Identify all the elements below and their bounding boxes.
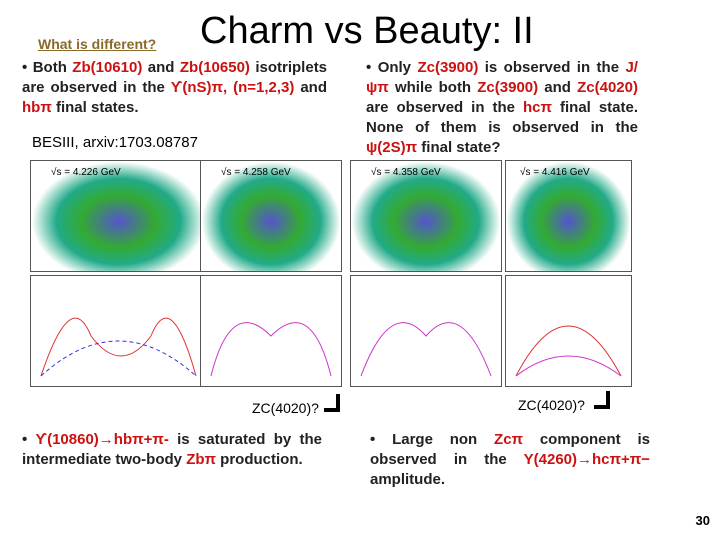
zc-3900: Zc(3900) <box>477 79 539 96</box>
text: is saturated by the intermediate two-bod… <box>22 431 322 468</box>
page-number: 30 <box>695 513 710 528</box>
slide-subtitle: What is different? <box>38 36 157 52</box>
zb-10650: Zb(10650) <box>179 59 250 76</box>
dalitz-plot-2: √s = 4.258 GeV <box>200 160 342 272</box>
text: production. <box>220 451 303 468</box>
text: final states. <box>55 99 139 116</box>
mass-curve-3 <box>360 322 492 377</box>
mass-curve-2 <box>210 322 332 377</box>
bullet-marker: • <box>366 59 372 76</box>
energy-label: √s = 4.258 GeV <box>221 167 291 178</box>
bullet-zb-isotriplets: • Both Zb(10610) and Zb(10650) isotriple… <box>22 58 327 118</box>
energy-label: √s = 4.358 GeV <box>371 167 441 178</box>
zc4020-annotation-left: ZC(4020)? <box>252 400 319 416</box>
zc-3900: Zc(3900) <box>417 59 479 76</box>
text: Large non <box>392 431 478 448</box>
mass-plot-4 <box>505 275 632 387</box>
upsilon-10860: ϒ(10860)→hbπ+π- <box>35 431 169 448</box>
bullet-upsilon-10860: • ϒ(10860)→hbπ+π- is saturated by the in… <box>22 430 322 470</box>
psi2s-pi: ψ(2S)π <box>366 139 418 156</box>
jpsi-pi: J/ψπ <box>366 59 638 96</box>
text: Both <box>32 59 67 76</box>
text: and <box>300 79 327 96</box>
zc4020-annotation-right: ZC(4020)? <box>518 397 585 413</box>
arrow-icon <box>324 394 340 412</box>
text: Only <box>377 59 412 76</box>
n-list: (n=1,2,3) <box>233 79 295 96</box>
text: while both <box>394 79 472 96</box>
text: final state? <box>421 139 501 156</box>
bullet-marker: • <box>370 431 376 448</box>
mass-plot-1 <box>30 275 207 387</box>
zc-pi: Zcπ <box>494 431 524 448</box>
hb-pi: hbπ <box>22 99 52 116</box>
mass-plot-3 <box>350 275 502 387</box>
mass-plot-2 <box>200 275 342 387</box>
zb-10610: Zb(10610) <box>72 59 143 76</box>
upsilon-ns: ϒ(nS)π, <box>170 79 228 96</box>
text: and <box>544 79 571 96</box>
text: amplitude. <box>370 471 446 488</box>
text: final state. None of them is observed in… <box>366 99 639 136</box>
mass-curve-1 <box>40 317 197 377</box>
zb-pi: Zbπ <box>186 451 216 468</box>
y4260: Y(4260)→hcπ+π− <box>523 451 650 468</box>
dalitz-plot-4: √s = 4.416 GeV <box>505 160 632 272</box>
text: and <box>147 59 175 76</box>
bullet-large-nonzc: • Large non Zcπ component is observed in… <box>370 430 650 490</box>
mass-curve-4 <box>515 325 622 377</box>
bullet-marker: • <box>22 431 28 448</box>
text: component is observed in the <box>370 431 650 468</box>
zc-4020: Zc(4020) <box>577 79 638 96</box>
energy-label: √s = 4.416 GeV <box>520 167 590 178</box>
text: is observed in the <box>484 59 620 76</box>
dalitz-plot-3: √s = 4.358 GeV <box>350 160 502 272</box>
bullet-zc-states: • Only Zc(3900) is observed in the J/ψπ … <box>366 58 638 158</box>
energy-label: √s = 4.226 GeV <box>51 167 121 178</box>
dalitz-plot-1: √s = 4.226 GeV <box>30 160 207 272</box>
text: isotriplets are observed in the <box>22 59 328 96</box>
slide-title: Charm vs Beauty: II <box>200 10 534 52</box>
reference-citation: BESIII, arxiv:1703.08787 <box>32 134 198 151</box>
text: are observed in the <box>366 99 516 116</box>
hc-pi: hcπ <box>523 99 553 116</box>
arrow-icon <box>594 391 610 409</box>
bullet-marker: • <box>22 59 28 76</box>
